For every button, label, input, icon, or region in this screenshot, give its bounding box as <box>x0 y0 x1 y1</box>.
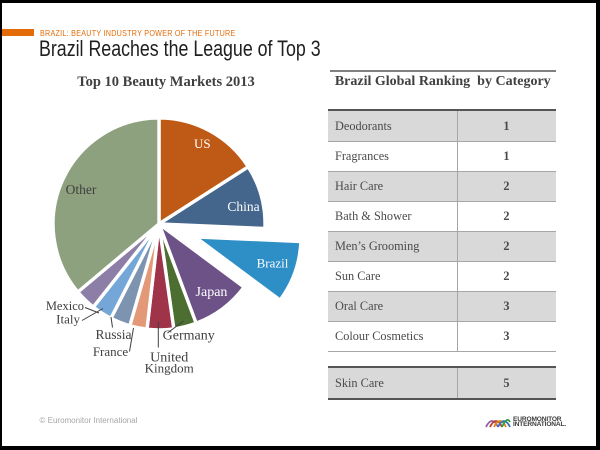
svg-text:Russia: Russia <box>95 327 131 342</box>
svg-text:Mexico: Mexico <box>46 299 84 313</box>
svg-text:Brazil: Brazil <box>257 256 289 271</box>
svg-text:Germany: Germany <box>163 329 215 344</box>
svg-text:United: United <box>150 351 188 366</box>
svg-text:China: China <box>227 199 259 214</box>
svg-text:Italy: Italy <box>56 312 80 327</box>
svg-text:US: US <box>194 136 211 151</box>
svg-text:Other: Other <box>66 182 97 197</box>
svg-text:Kingdom: Kingdom <box>145 361 194 376</box>
svg-text:Japan: Japan <box>196 285 228 300</box>
svg-text:France: France <box>93 344 129 359</box>
